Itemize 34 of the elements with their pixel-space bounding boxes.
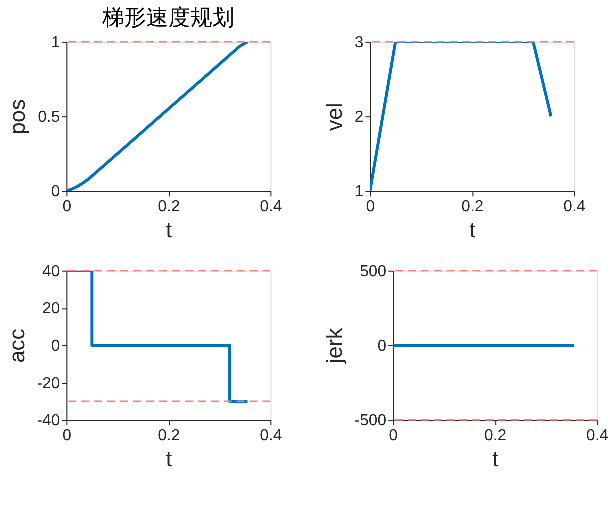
x-tick-label: 0.4 xyxy=(586,428,609,445)
x-tick-label: 0 xyxy=(62,198,72,216)
y-tick-label: -40 xyxy=(37,412,60,430)
x-axis-title: t xyxy=(492,446,499,472)
y-tick-label: 20 xyxy=(42,300,60,318)
y-tick-label: 0 xyxy=(378,338,387,355)
y-axis-title: acc xyxy=(4,328,30,363)
y-tick-label: 40 xyxy=(42,263,60,280)
x-tick-label: 0.2 xyxy=(158,428,180,445)
x-tick-label: 0.4 xyxy=(260,198,282,216)
x-axis-title: t xyxy=(166,218,172,243)
y-tick-label: -500 xyxy=(354,412,387,430)
x-tick-label: 0.2 xyxy=(462,198,484,216)
chart-title: 梯形速度规划 xyxy=(102,6,235,32)
x-tick-label: 0.2 xyxy=(484,428,507,445)
x-tick-label: 0.4 xyxy=(564,198,586,216)
y-tick-label: 1 xyxy=(51,34,60,52)
y-axis-title: vel xyxy=(322,103,347,132)
y-tick-label: 0 xyxy=(51,184,60,201)
y-tick-label: 3 xyxy=(354,34,364,52)
x-axis-title: t xyxy=(166,446,172,472)
x-axis-title: t xyxy=(470,218,476,243)
x-tick-label: 0 xyxy=(62,428,72,445)
y-axis-title: jerk xyxy=(322,328,347,365)
y-tick-label: 1 xyxy=(354,184,364,201)
y-tick-label: -20 xyxy=(37,375,60,392)
y-tick-label: 500 xyxy=(360,263,387,280)
x-tick-label: 0.4 xyxy=(260,428,282,445)
x-tick-label: 0 xyxy=(389,428,398,445)
y-tick-label: 2 xyxy=(354,109,364,126)
y-axis-title: pos xyxy=(5,99,30,135)
x-tick-label: 0.2 xyxy=(158,198,180,216)
y-tick-label: 0 xyxy=(51,338,60,355)
y-tick-label: 0.5 xyxy=(38,109,60,126)
